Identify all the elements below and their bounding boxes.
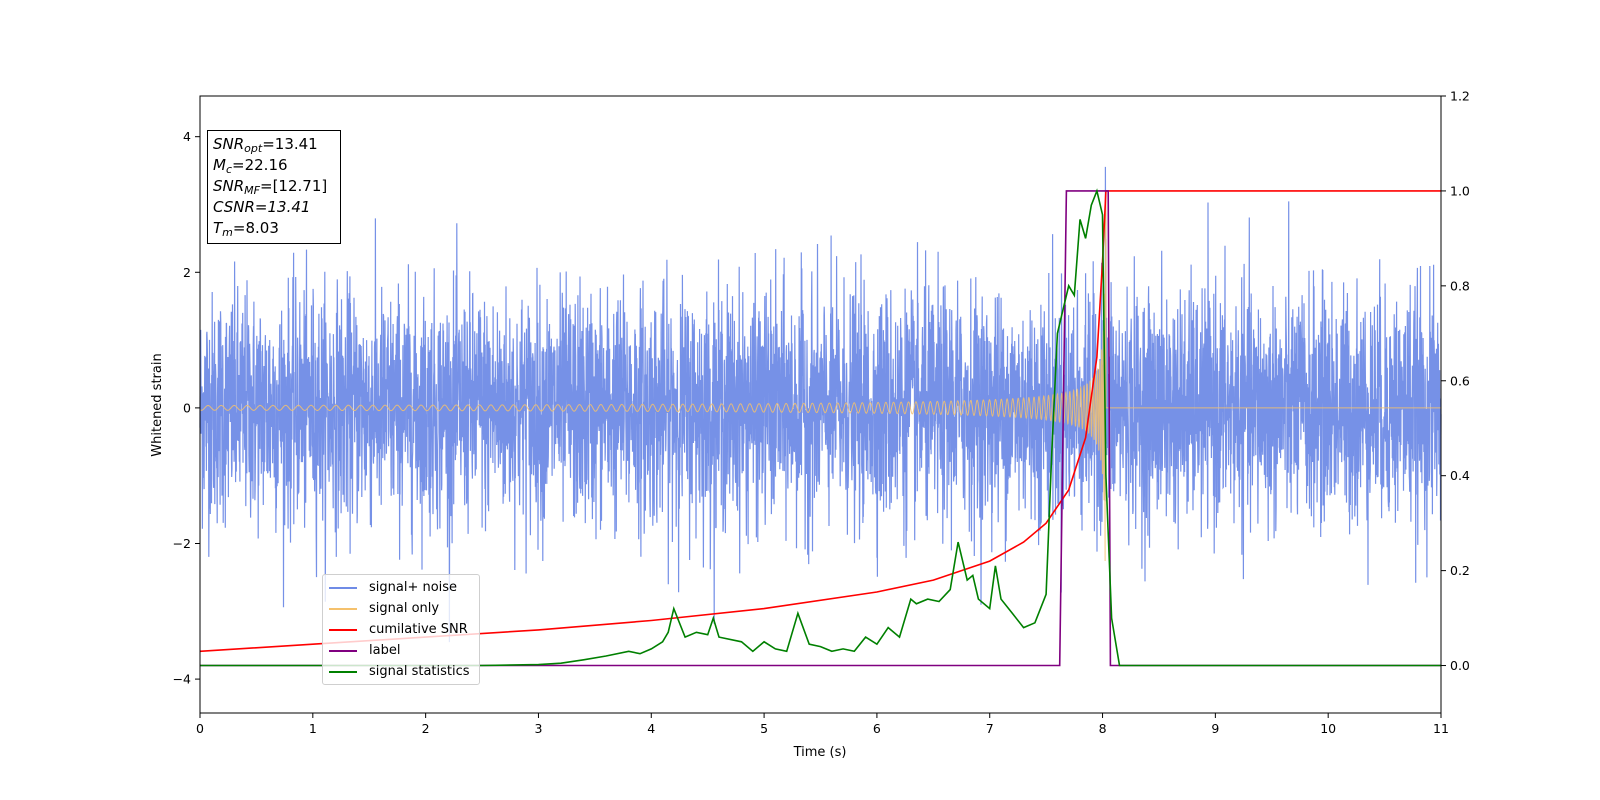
plot-frame bbox=[199, 95, 1442, 714]
series-signal-noise-line bbox=[199, 166, 1442, 643]
y2-tick-label: 0.8 bbox=[1450, 278, 1470, 293]
plot-area bbox=[199, 166, 1442, 667]
x-axis-label: Time (s) bbox=[793, 745, 847, 760]
snr-opt-annotation: SNRopt=13.41 bbox=[213, 135, 318, 155]
x-tick-label: 10 bbox=[1320, 721, 1336, 736]
y-tick-label: −4 bbox=[173, 672, 191, 687]
y-tick-label: −2 bbox=[173, 536, 191, 551]
y2-tick-label: 0.2 bbox=[1450, 563, 1470, 578]
legend-item-signal-only: signal only bbox=[329, 598, 473, 619]
y2-tick-label: 0.6 bbox=[1450, 373, 1470, 388]
x-tick-label: 9 bbox=[1211, 721, 1219, 736]
series-signal-statistics-line bbox=[200, 188, 1441, 667]
merger-time-annotation: Tm=8.03 bbox=[213, 219, 279, 239]
series-signal-only-line bbox=[199, 190, 1441, 562]
legend-label: signal statistics bbox=[369, 664, 470, 679]
x-tick-label: 8 bbox=[1099, 721, 1107, 736]
x-tick-label: 4 bbox=[647, 721, 655, 736]
x-tick-label: 0 bbox=[196, 721, 204, 736]
legend: signal+ noise signal only cumilative SNR… bbox=[322, 574, 480, 685]
series-cumulative-snr-line bbox=[199, 190, 1441, 653]
legend-label: signal only bbox=[369, 601, 440, 616]
y2-tick-label: 0.4 bbox=[1450, 468, 1470, 483]
legend-swatch bbox=[329, 628, 357, 631]
y-tick-label: 4 bbox=[183, 129, 191, 144]
x-tick-label: 1 bbox=[309, 721, 317, 736]
y2-tick-label: 0.0 bbox=[1450, 658, 1470, 673]
axes: 0 1 2 3 4 5 6 7 8 9 10 11 −4 −2 0 2 4 0.0 0.2 0.4 0.6 0.8 1.0 1… bbox=[173, 89, 1470, 737]
legend-swatch bbox=[329, 670, 357, 673]
x-tick-label: 7 bbox=[986, 721, 994, 736]
x-tick-label: 11 bbox=[1433, 721, 1449, 736]
snr-mf-annotation: SNRMF=[12.71] bbox=[213, 177, 328, 197]
legend-item-signal-statistics: signal statistics bbox=[329, 661, 473, 682]
legend-label: cumilative SNR bbox=[369, 622, 468, 637]
y-tick-label: 0 bbox=[183, 400, 191, 415]
x-tick-label: 3 bbox=[534, 721, 542, 736]
csnr-annotation: CSNR=13.41 bbox=[213, 198, 311, 216]
x-tick-label: 2 bbox=[422, 721, 430, 736]
legend-item-cumulative-snr: cumilative SNR bbox=[329, 619, 473, 640]
y-tick-label: 2 bbox=[183, 265, 191, 280]
legend-swatch bbox=[329, 586, 357, 589]
legend-swatch bbox=[329, 649, 357, 652]
legend-label: label bbox=[369, 643, 401, 658]
y2-tick-label: 1.0 bbox=[1450, 183, 1470, 198]
legend-item-label: label bbox=[329, 640, 473, 661]
y-axis-label: Whitened strain bbox=[150, 353, 165, 456]
legend-item-signal-noise: signal+ noise bbox=[329, 577, 473, 598]
legend-swatch bbox=[329, 607, 357, 610]
annotation-box: SNRopt=13.41 Mc=22.16 SNRMF=[12.71] CSNR… bbox=[207, 130, 341, 244]
chirp-mass-annotation: Mc=22.16 bbox=[213, 156, 288, 176]
x-tick-label: 5 bbox=[760, 721, 768, 736]
x-tick-label: 6 bbox=[873, 721, 881, 736]
legend-label: signal+ noise bbox=[369, 580, 458, 595]
y2-tick-label: 1.2 bbox=[1450, 89, 1470, 104]
